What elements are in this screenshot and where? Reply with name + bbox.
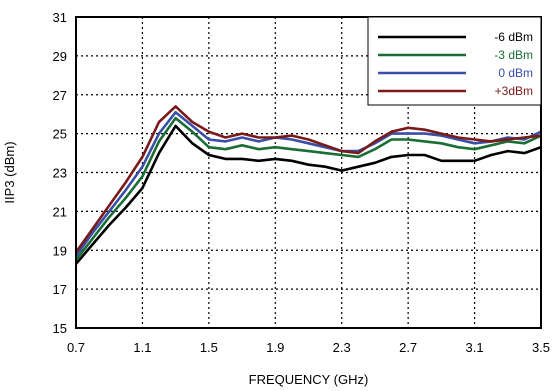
series-line-2	[74, 110, 542, 257]
legend-entry-2: 0 dBm	[498, 66, 533, 80]
y-tick-label: 31	[53, 10, 67, 25]
y-tick-label: 19	[53, 243, 67, 258]
x-tick-label: 0.7	[67, 340, 85, 355]
plot-frame	[75, 16, 542, 329]
x-tick-label: 1.1	[133, 340, 151, 355]
y-tick-label: 21	[53, 204, 67, 219]
y-tick-label: 27	[53, 88, 67, 103]
x-tick-label: 2.3	[333, 340, 351, 355]
y-tick-label: 23	[53, 166, 67, 181]
y-tick-label: 15	[53, 321, 67, 336]
y-tick-label: 25	[53, 127, 67, 142]
y-axis-label: IIP3 (dBm)	[2, 141, 17, 203]
x-tick-label: 2.7	[399, 340, 417, 355]
x-tick-label: 3.1	[466, 340, 484, 355]
tick-labels: 0.7 1.1 1.5 1.9 2.3 2.7 3.1 3.5 15 17 19 21 23 25 27 29…	[53, 10, 551, 355]
series-line-3	[74, 105, 542, 253]
x-tick-label: 1.5	[200, 340, 218, 355]
x-axis-label: FREQUENCY (GHz)	[249, 372, 369, 387]
series-line-0	[75, 124, 542, 265]
legend: -6 dBm -3 dBm 0 dBm +3dBm	[367, 16, 542, 106]
series-line-1	[74, 116, 542, 261]
x-tick-label: 1.9	[266, 340, 284, 355]
y-tick-label: 29	[53, 49, 67, 64]
y-tick-label: 17	[53, 282, 67, 297]
series-lines	[74, 105, 542, 265]
legend-entry-0: -6 dBm	[494, 30, 533, 44]
x-tick-label: 3.5	[532, 340, 550, 355]
legend-entry-3: +3dBm	[495, 84, 533, 98]
legend-entry-1: -3 dBm	[494, 48, 533, 62]
